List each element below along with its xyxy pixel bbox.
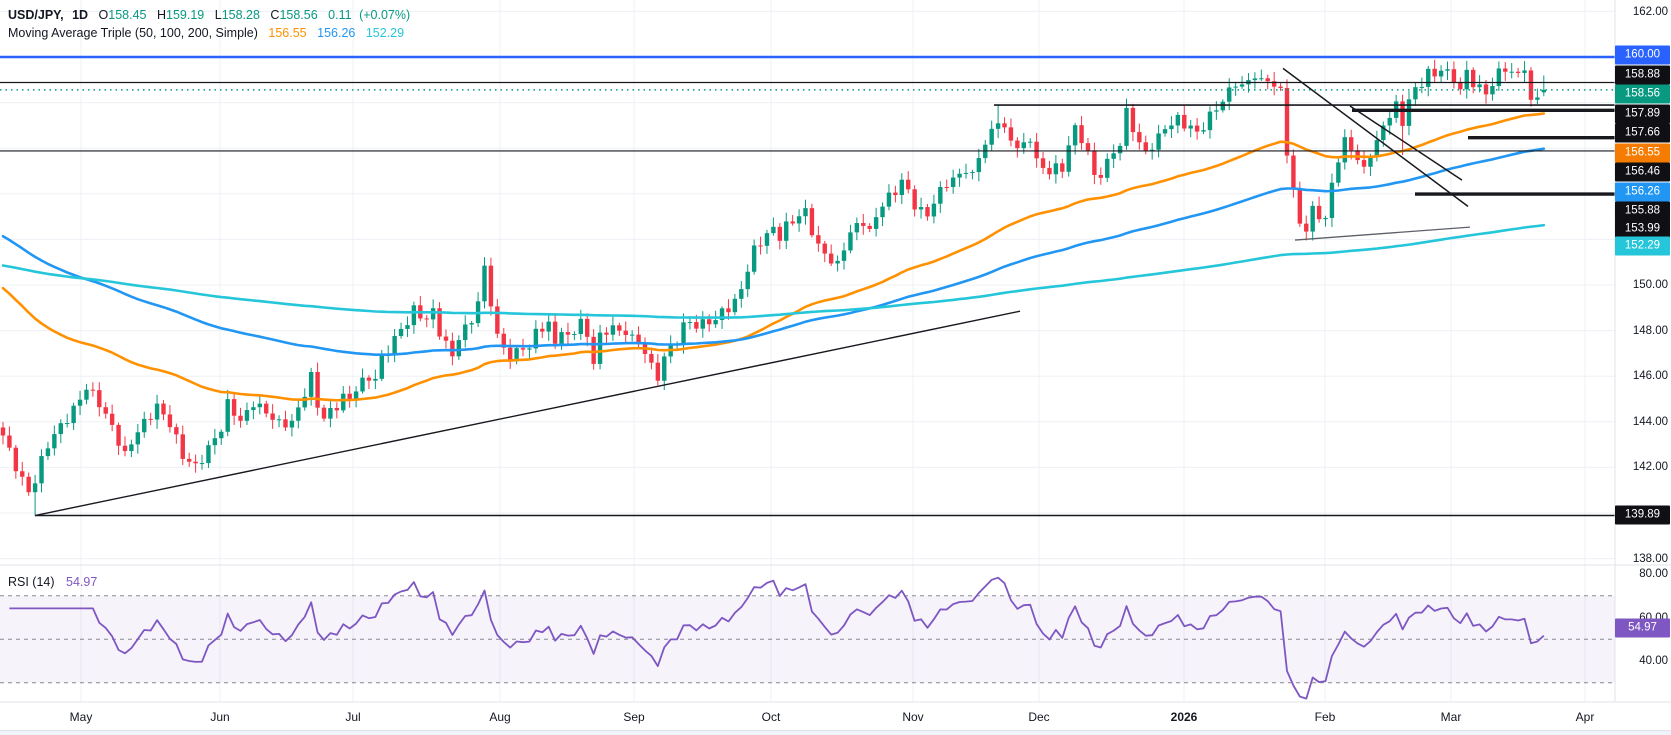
downtrend-a [1282,67,1469,207]
open-value: 158.45 [108,8,147,22]
ma50-value: 156.55 [268,26,307,40]
time-axis-label: Dec [1028,710,1050,724]
price-axis-label: 146.00 [1632,370,1668,383]
price-axis-label: 142.00 [1632,461,1668,474]
price-axis-label: 162.00 [1632,6,1668,18]
time-axis-label: Jul [345,710,361,724]
ma100-value: 156.26 [317,26,356,40]
time-axis-label: Oct [761,710,781,724]
candles-group [0,59,1546,516]
rsi-indicator-label[interactable]: RSI (14) [8,575,55,589]
price-badge: 160.00 [1615,45,1670,65]
drawings-group[interactable] [0,55,1615,517]
time-axis-label: Nov [902,710,924,724]
rsi-value: 54.97 [66,575,98,589]
price-badge: 54.97 [1615,618,1670,638]
price-badge: 156.46 [1615,162,1670,182]
time-axis-label: Mar [1440,710,1462,724]
price-axis-label: 144.00 [1632,415,1668,428]
window-bottom-edge [0,730,1671,735]
interval-label[interactable]: 1D [72,8,89,22]
ohlc-row: USD/JPY, 1D O158.45 H159.19 L158.28 C158… [8,6,410,24]
price-axis-label: 40.00 [1639,655,1668,667]
price-badge: 158.56 [1615,84,1670,104]
time-axis-label: Apr [1575,710,1595,724]
time-axis-label: Aug [489,710,511,724]
indicator-row[interactable]: Moving Average Triple (50, 100, 200, Sim… [8,24,410,42]
price-badge: 157.66 [1615,123,1670,143]
time-axis-label: May [69,710,93,724]
low-value: 158.28 [221,8,260,22]
rsi-pane[interactable] [0,576,1615,700]
change-percent: (+0.07%) [359,8,411,22]
price-badge: 155.88 [1615,201,1670,221]
high-value: 159.19 [166,8,205,22]
price-badge: 156.55 [1615,143,1670,162]
wedge-support [1294,226,1471,241]
moving-averages-group [1,112,1546,402]
time-axis-label: Feb [1314,710,1336,724]
price-axis-label: 150.00 [1632,279,1668,291]
price-badge: 158.88 [1615,65,1670,84]
symbol-name[interactable]: USD/JPY, [8,8,64,22]
downtrend-b [1349,105,1463,181]
low-label: L [214,8,222,22]
time-axis-label: Jun [210,710,230,724]
price-badge: 156.26 [1615,182,1670,201]
time-axis-label: Sep [623,710,645,724]
ma200-value: 152.29 [365,26,405,40]
uptrend-major [34,310,1021,517]
high-label: H [157,8,167,22]
close-label: C [270,8,280,22]
price-badge: 157.89 [1615,104,1670,123]
price-badge: 153.99 [1615,219,1670,238]
close-value: 158.56 [279,8,318,22]
change-value: 0.11 [328,8,352,22]
main-pane[interactable] [0,55,1615,517]
price-badge: 139.89 [1615,505,1670,525]
open-label: O [98,8,109,22]
price-badge: 152.29 [1615,236,1670,256]
time-axis-label: 2026 [1170,710,1198,724]
price-axis-label: 80.00 [1639,568,1668,580]
price-axis-label: 148.00 [1632,324,1668,337]
ma-indicator-label[interactable]: Moving Average Triple (50, 100, 200, Sim… [8,26,258,40]
price-axis-label: 138.00 [1632,553,1668,565]
symbol-legend[interactable]: USD/JPY, 1D O158.45 H159.19 L158.28 C158… [8,6,410,42]
rsi-legend[interactable]: RSI (14) 54.97 [8,575,97,589]
